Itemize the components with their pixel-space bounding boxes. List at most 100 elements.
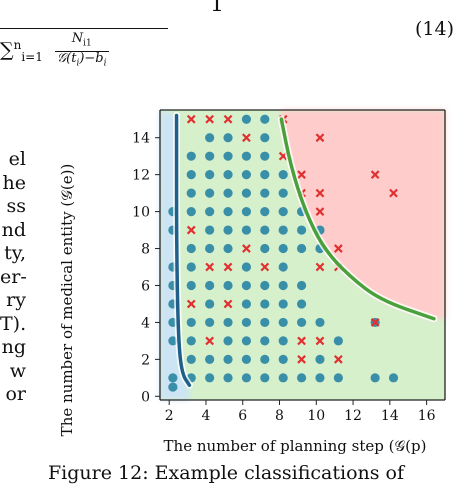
red-x-mark [297, 170, 306, 180]
blue-dot [260, 133, 270, 143]
blue-dot [241, 280, 252, 291]
blue-dot [241, 354, 252, 364]
red-x-mark [315, 133, 325, 143]
inner-denominator: 𝒢(ti)−bi [56, 50, 107, 69]
blue-dot [315, 317, 325, 328]
blue-dot [278, 243, 288, 254]
blue-dot [186, 243, 196, 254]
red-x-mark [186, 299, 196, 309]
y-tick-label: 14 [132, 131, 150, 147]
blue-dot [205, 133, 215, 143]
text-line: ss [6, 195, 26, 217]
blue-dot [370, 373, 380, 383]
red-x-mark [370, 318, 380, 327]
blue-dot [186, 188, 196, 198]
blue-dot [223, 133, 233, 143]
blue-dot [260, 243, 270, 254]
red-x-mark [223, 262, 233, 272]
red-x-mark [297, 336, 306, 346]
blue-dot [186, 206, 196, 217]
equation-14: 1 ∑ni=1 Ni1 𝒢(ti)−bi (14) [0, 0, 466, 70]
blue-dot [241, 262, 252, 272]
red-x-mark [205, 336, 215, 346]
blue-dot [278, 170, 288, 180]
blue-dot [388, 373, 399, 383]
equation-number: (14) [414, 18, 454, 40]
red-x-mark [370, 170, 380, 180]
y-tick-label: 2 [141, 352, 150, 368]
blue-dot [186, 280, 196, 291]
blue-dot [278, 262, 288, 272]
equation-denominator: ∑ni=1 Ni1 𝒢(ti)−bi [0, 32, 109, 70]
blue-dot [260, 317, 270, 328]
sum-upper: n [13, 37, 22, 52]
blue-dot [260, 225, 270, 235]
blue-dot [296, 299, 307, 309]
blue-dot [260, 206, 270, 217]
blue-dot [223, 170, 233, 180]
x-axis-label: The number of planning step (𝒢(p) [164, 437, 427, 455]
blue-dot [205, 354, 215, 364]
blue-dot [241, 188, 252, 198]
blue-dot [168, 373, 178, 383]
blue-dot [278, 188, 288, 198]
red-x-mark [315, 262, 325, 272]
blue-dot [241, 114, 252, 124]
blue-dot [260, 151, 270, 161]
blue-dot [186, 151, 196, 161]
blue-dot [333, 373, 343, 383]
blue-dot [241, 373, 252, 383]
y-tick-label: 10 [132, 205, 150, 221]
text-line: ry [6, 289, 26, 311]
blue-dot [278, 354, 288, 364]
blue-dot [296, 317, 307, 328]
x-tick-label: 8 [275, 408, 284, 424]
red-region [281, 110, 445, 319]
x-tick-label: 16 [418, 408, 436, 424]
blue-dot [260, 354, 270, 364]
x-tick-label: 12 [344, 408, 362, 424]
blue-dot [223, 317, 233, 328]
blue-dot [186, 336, 196, 346]
x-tick-label: 10 [307, 408, 325, 424]
red-x-mark [205, 262, 215, 272]
red-x-mark [260, 262, 270, 272]
blue-dot [278, 299, 288, 309]
red-x-mark [242, 244, 251, 253]
blue-dot [223, 354, 233, 364]
blue-dot [278, 317, 288, 328]
blue-dot [241, 225, 252, 235]
blue-dot [205, 170, 215, 180]
red-x-mark [242, 133, 251, 143]
blue-dot [223, 188, 233, 198]
sum-lower: i=1 [21, 49, 43, 64]
green-boundary-curve [279, 117, 436, 321]
blue-dot [205, 280, 215, 291]
x-tick-label: 14 [381, 408, 399, 424]
blue-dot [168, 336, 178, 346]
red-x-mark [186, 225, 196, 235]
red-x-mark [315, 336, 325, 346]
blue-dot [205, 317, 215, 328]
blue-dot [278, 280, 288, 291]
blue-dot [315, 373, 325, 383]
text-line: or [5, 383, 26, 405]
blue-dot [296, 225, 307, 235]
blue-dot [186, 262, 196, 272]
blue-dot [205, 373, 215, 383]
blue-dot [241, 170, 252, 180]
blue-dot [168, 382, 178, 392]
blue-dot [296, 373, 307, 383]
blue-dot [223, 225, 233, 235]
blue-dot [333, 336, 343, 346]
blue-dot [260, 299, 270, 309]
x-tick-label: 4 [202, 408, 211, 424]
red-x-mark [223, 114, 233, 124]
red-x-mark [205, 114, 215, 124]
x-tick-label: 6 [238, 408, 247, 424]
blue-dot [260, 280, 270, 291]
red-x-mark [389, 188, 398, 198]
blue-dot [260, 188, 270, 198]
blue-dot [241, 317, 252, 328]
